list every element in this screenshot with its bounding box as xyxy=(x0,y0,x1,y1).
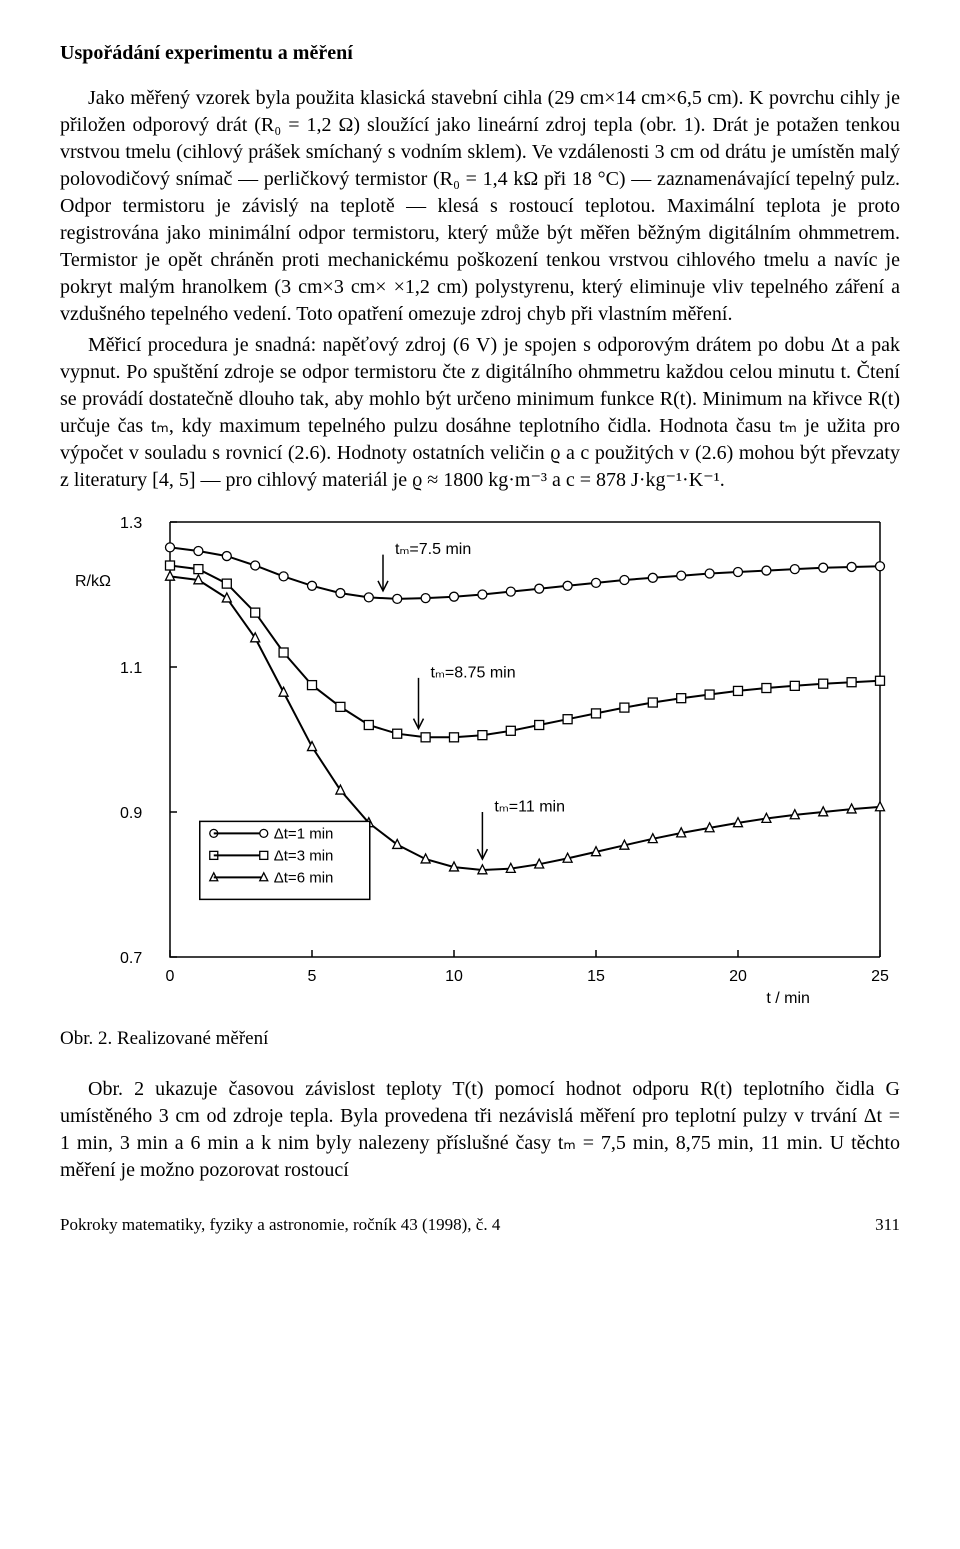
svg-text:10: 10 xyxy=(445,968,463,985)
svg-text:Δt=6 min: Δt=6 min xyxy=(274,869,334,886)
svg-text:20: 20 xyxy=(729,968,747,985)
svg-text:0.7: 0.7 xyxy=(120,950,142,967)
svg-text:1.1: 1.1 xyxy=(120,660,142,677)
svg-text:1.3: 1.3 xyxy=(120,515,142,532)
footer-journal: Pokroky matematiky, fyziky a astronomie,… xyxy=(60,1214,500,1237)
svg-text:tₘ=8.75 min: tₘ=8.75 min xyxy=(431,664,516,681)
section-title: Uspořádání experimentu a měření xyxy=(60,40,900,67)
svg-text:Δt=1 min: Δt=1 min xyxy=(274,825,334,842)
page-footer: Pokroky matematiky, fyziky a astronomie,… xyxy=(60,1214,900,1237)
svg-text:tₘ=7.5 min: tₘ=7.5 min xyxy=(395,541,471,558)
svg-text:Δt=3 min: Δt=3 min xyxy=(274,847,334,864)
resistance-chart: 0 5 10 15 20 25 0.7 0.9 1.1 1.3 R/kΩ t / min tₘ=7.5 … xyxy=(60,512,900,1012)
chart-container: 0 5 10 15 20 25 0.7 0.9 1.1 1.3 R/kΩ t / min tₘ=7.5 … xyxy=(60,512,900,1012)
footer-page-number: 311 xyxy=(875,1214,900,1237)
paragraph-1: Jako měřený vzorek byla použita klasická… xyxy=(60,85,900,328)
svg-text:tₘ=11 min: tₘ=11 min xyxy=(494,798,565,815)
figure-caption: Obr. 2. Realizované měření xyxy=(60,1026,900,1052)
svg-text:5: 5 xyxy=(308,968,317,985)
svg-text:25: 25 xyxy=(871,968,889,985)
svg-text:0: 0 xyxy=(166,968,175,985)
page: Uspořádání experimentu a měření Jako měř… xyxy=(0,0,960,1267)
svg-text:R/kΩ: R/kΩ xyxy=(75,573,111,590)
paragraph-2: Měřicí procedura je snadná: napěťový zdr… xyxy=(60,332,900,494)
svg-text:t / min: t / min xyxy=(766,990,810,1007)
paragraph-3: Obr. 2 ukazuje časovou závislost teploty… xyxy=(60,1076,900,1184)
svg-text:0.9: 0.9 xyxy=(120,805,142,822)
svg-text:15: 15 xyxy=(587,968,605,985)
